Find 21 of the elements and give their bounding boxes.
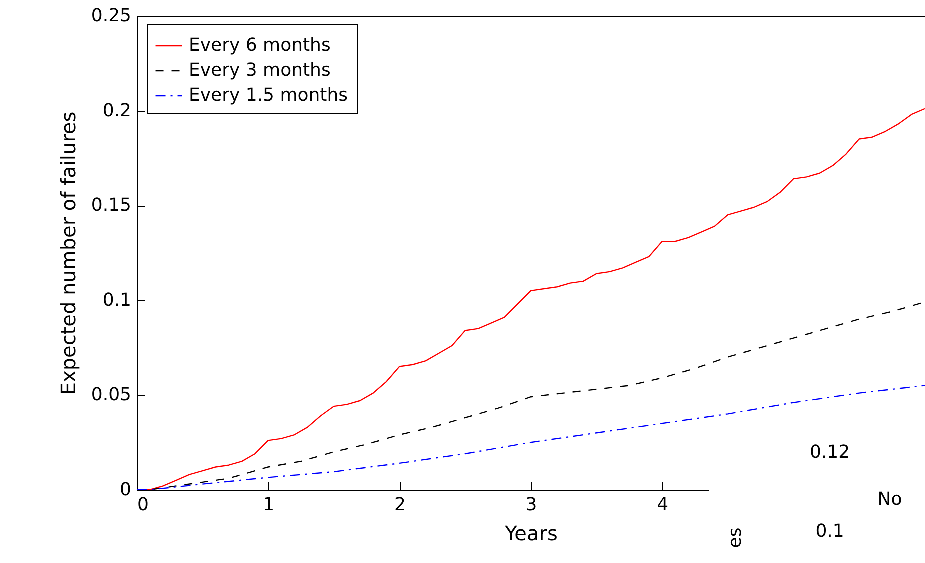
- x-tick-label: 3: [526, 494, 538, 516]
- text: 0.1: [816, 521, 844, 542]
- y-tick-label: 0: [120, 480, 132, 500]
- y-axis-title: Expected number of failures: [56, 112, 80, 396]
- legend-label: Every 6 months: [189, 35, 331, 56]
- line-series: [137, 385, 925, 490]
- x-tick-label: 2: [394, 494, 406, 516]
- annotation: No: [878, 489, 902, 510]
- y-tick-label: 0.1: [102, 290, 132, 311]
- x-tick-label: 0: [138, 494, 149, 516]
- y-tick-label: 0.05: [91, 384, 132, 406]
- x-tick-label: 4: [657, 494, 669, 516]
- text: es: [725, 528, 746, 548]
- legend-label: Every 3 months: [189, 60, 331, 81]
- y-tick-label: 0.15: [91, 195, 132, 216]
- legend-label: Every 1.5 months: [189, 85, 348, 106]
- y-tick-label: 0.25: [91, 6, 132, 26]
- annotation: 0.12: [810, 442, 850, 463]
- x-tick-label: 1: [263, 494, 275, 516]
- x-axis-title: Years: [504, 522, 558, 546]
- y-tick-label: 0.2: [102, 100, 132, 122]
